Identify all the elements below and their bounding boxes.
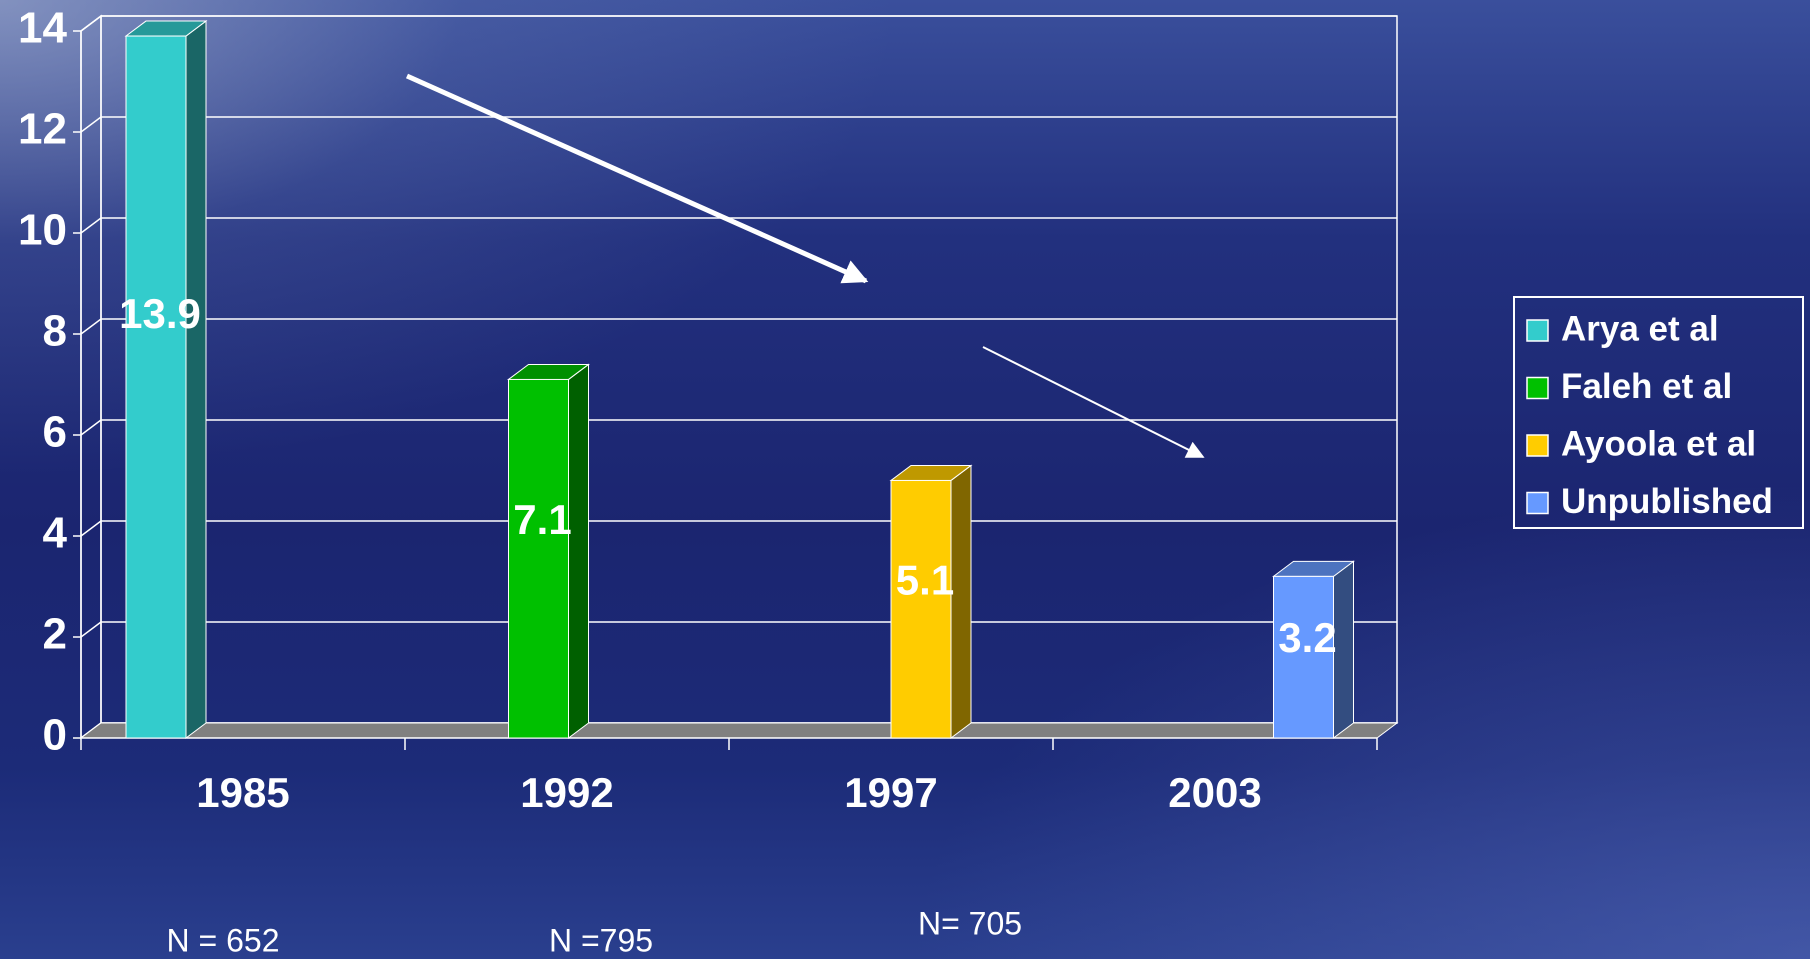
legend-swatch xyxy=(1527,493,1548,514)
y-tick-label: 14 xyxy=(18,4,67,53)
floor xyxy=(81,723,1397,738)
legend-label: Ayoola et al xyxy=(1561,424,1756,463)
grid-line-side xyxy=(81,218,101,233)
trend-arrow xyxy=(407,76,866,281)
annotation: N = 652 xyxy=(167,922,280,958)
x-tick-label: 1985 xyxy=(196,769,289,816)
grid-line-side xyxy=(81,420,101,435)
legend-swatch xyxy=(1527,435,1548,456)
x-tick-label: 2003 xyxy=(1168,769,1261,816)
grid-line-side xyxy=(81,117,101,132)
bar-side xyxy=(569,364,589,738)
legend-label: Faleh et al xyxy=(1561,367,1732,406)
trend-arrow xyxy=(983,347,1203,457)
annotation: N= 705 xyxy=(918,905,1022,941)
legend-swatch xyxy=(1527,320,1548,341)
x-tick-label: 1992 xyxy=(520,769,613,816)
legend-label: Unpublished xyxy=(1561,482,1773,521)
y-tick-label: 12 xyxy=(18,105,67,154)
grid-line-side xyxy=(81,16,101,31)
back-wall xyxy=(101,16,1397,723)
y-tick-label: 6 xyxy=(43,408,67,457)
legend-label: Arya et al xyxy=(1561,309,1719,348)
y-tick-label: 0 xyxy=(43,711,67,760)
legend: Arya et al Faleh et al Ayoola et al Unpubli… xyxy=(1527,309,1773,521)
bar xyxy=(509,379,569,738)
x-tick-label: 1997 xyxy=(844,769,937,816)
y-tick-label: 10 xyxy=(18,206,67,255)
data-label: 5.1 xyxy=(896,557,954,604)
grid-line-side xyxy=(81,622,101,637)
bar-side xyxy=(186,21,206,738)
y-tick-label: 2 xyxy=(43,610,67,659)
bar xyxy=(126,36,186,738)
chart: 0 2 4 6 8 10 12 14 1985 1992 1997 2003 13.9 7.1 5.1 3.2… xyxy=(0,0,1810,959)
plot-area: 0 2 4 6 8 10 12 14 1985 1992 1997 2003 13.9 7.1 5.1 3.2 xyxy=(18,4,1397,816)
bar xyxy=(891,480,951,738)
y-tick-label: 8 xyxy=(43,307,67,356)
data-label: 7.1 xyxy=(513,496,571,543)
data-label: 13.9 xyxy=(119,290,201,337)
data-label: 3.2 xyxy=(1278,614,1336,661)
legend-swatch xyxy=(1527,378,1548,399)
grid-line-side xyxy=(81,521,101,536)
y-tick-label: 4 xyxy=(43,509,68,558)
page: {"chart_data": {"type": "bar", "categori… xyxy=(0,0,1810,959)
grid-line-side xyxy=(81,319,101,334)
annotation: N =795 xyxy=(549,922,653,958)
